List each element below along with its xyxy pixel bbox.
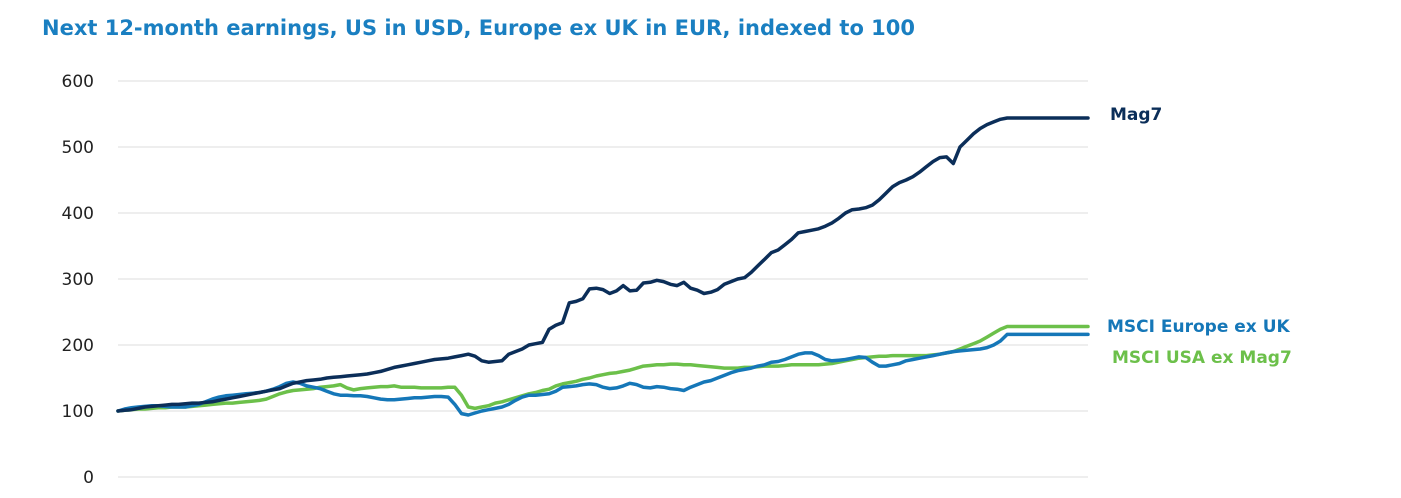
series-lines	[116, 116, 1090, 417]
y-tick-label-500: 500	[62, 138, 94, 158]
y-tick-label-300: 300	[62, 270, 94, 290]
series-label-msci-europe-ex-uk: MSCI Europe ex UK	[1107, 317, 1290, 337]
series-label-msci-usa-ex-mag7: MSCI USA ex Mag7	[1112, 348, 1292, 368]
y-tick-label-100: 100	[62, 402, 94, 422]
series-line-msci-usa-ex-mag7	[116, 324, 1090, 413]
y-tick-label-400: 400	[62, 204, 94, 224]
series-line-mag7	[116, 116, 1090, 413]
y-tick-label-200: 200	[62, 336, 94, 356]
y-axis-tick-labels: 0 100 200 300 400 500 600	[62, 72, 94, 488]
chart-title: Next 12-month earnings, US in USD, Europ…	[42, 16, 916, 40]
series-labels: Mag7 MSCI Europe ex UK MSCI USA ex Mag7	[1107, 105, 1292, 368]
series-line-msci-europe-ex-uk	[116, 332, 1090, 417]
series-label-mag7: Mag7	[1110, 105, 1162, 125]
grid-lines	[118, 80, 1088, 478]
y-tick-label-600: 600	[62, 72, 94, 92]
y-tick-label-0: 0	[83, 468, 94, 488]
